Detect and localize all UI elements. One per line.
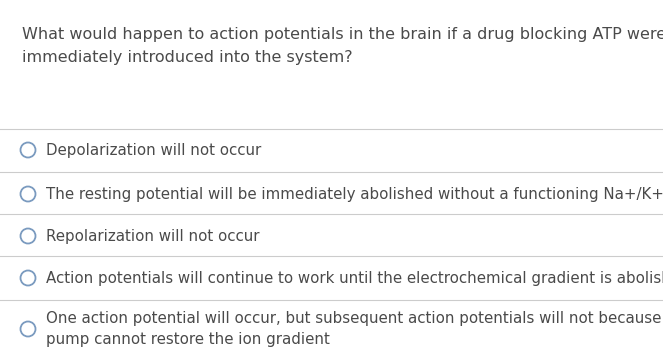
- Text: The resting potential will be immediately abolished without a functioning Na+/K+: The resting potential will be immediatel…: [46, 186, 663, 201]
- Text: One action potential will occur, but subsequent action potentials will not becau: One action potential will occur, but sub…: [46, 311, 663, 347]
- Text: Depolarization will not occur: Depolarization will not occur: [46, 142, 261, 157]
- Text: Repolarization will not occur: Repolarization will not occur: [46, 228, 259, 243]
- Text: Action potentials will continue to work until the electrochemical gradient is ab: Action potentials will continue to work …: [46, 271, 663, 286]
- Text: What would happen to action potentials in the brain if a drug blocking ATP were
: What would happen to action potentials i…: [22, 27, 663, 65]
